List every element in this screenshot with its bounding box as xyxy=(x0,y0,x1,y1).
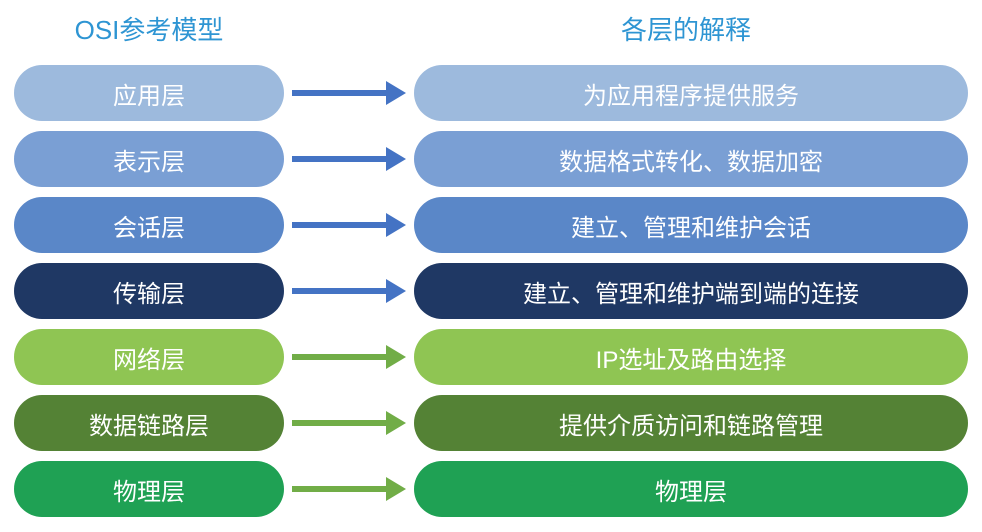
arrow-icon xyxy=(284,485,414,493)
layer-desc-pill: 建立、管理和维护会话 xyxy=(414,197,968,253)
layer-row: 传输层 建立、管理和维护端到端的连接 xyxy=(14,263,968,319)
layer-row: 数据链路层 提供介质访问和链路管理 xyxy=(14,395,968,451)
header-left: OSI参考模型 xyxy=(14,10,284,47)
layer-name-pill: 传输层 xyxy=(14,263,284,319)
layer-desc-pill: 物理层 xyxy=(414,461,968,517)
arrow-icon xyxy=(284,287,414,295)
layer-rows: 应用层 为应用程序提供服务表示层 数据格式转化、数据加密会话层 建立、管理和维护会话传… xyxy=(14,65,968,517)
layer-desc-pill: 数据格式转化、数据加密 xyxy=(414,131,968,187)
layer-name-pill: 数据链路层 xyxy=(14,395,284,451)
layer-row: 物理层 物理层 xyxy=(14,461,968,517)
arrow-icon xyxy=(284,89,414,97)
arrow-icon xyxy=(284,419,414,427)
layer-desc-pill: IP选址及路由选择 xyxy=(414,329,968,385)
layer-row: 应用层 为应用程序提供服务 xyxy=(14,65,968,121)
header-right: 各层的解释 xyxy=(404,10,968,47)
arrow-icon xyxy=(284,353,414,361)
layer-name-pill: 物理层 xyxy=(14,461,284,517)
arrow-icon xyxy=(284,221,414,229)
headers: OSI参考模型 各层的解释 xyxy=(14,10,968,47)
osi-diagram: OSI参考模型 各层的解释 应用层 为应用程序提供服务表示层 数据格式转化、数据加密… xyxy=(0,0,982,532)
layer-row: 网络层 IP选址及路由选择 xyxy=(14,329,968,385)
layer-name-pill: 会话层 xyxy=(14,197,284,253)
layer-row: 表示层 数据格式转化、数据加密 xyxy=(14,131,968,187)
layer-desc-pill: 提供介质访问和链路管理 xyxy=(414,395,968,451)
layer-desc-pill: 建立、管理和维护端到端的连接 xyxy=(414,263,968,319)
layer-desc-pill: 为应用程序提供服务 xyxy=(414,65,968,121)
layer-name-pill: 表示层 xyxy=(14,131,284,187)
arrow-icon xyxy=(284,155,414,163)
layer-name-pill: 应用层 xyxy=(14,65,284,121)
layer-row: 会话层 建立、管理和维护会话 xyxy=(14,197,968,253)
layer-name-pill: 网络层 xyxy=(14,329,284,385)
